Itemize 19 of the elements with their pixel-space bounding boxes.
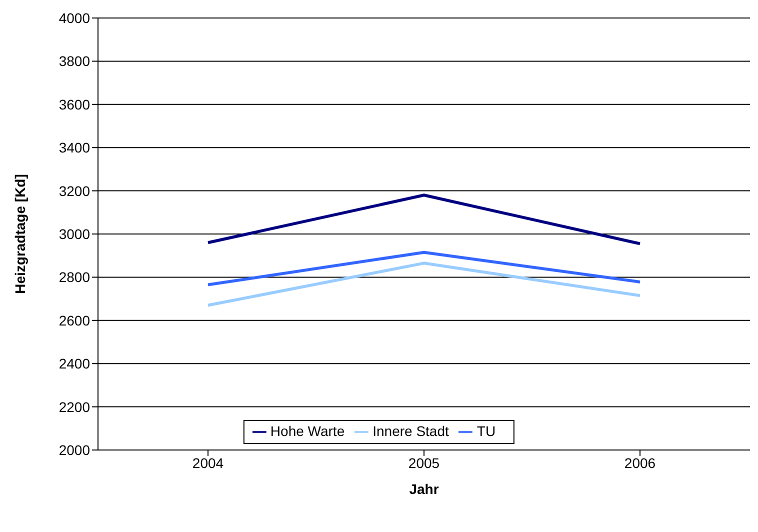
x-axis-title: Jahr: [409, 481, 440, 497]
x-tick-label: 2004: [192, 454, 224, 471]
legend-label: TU: [476, 423, 496, 439]
y-tick-label: 3200: [58, 182, 90, 199]
x-tick-label: 2006: [624, 454, 656, 471]
y-tick-label: 3000: [58, 226, 90, 242]
y-axis-title: Heizgradtage [Kd]: [12, 174, 28, 294]
y-tick-label: 2000: [58, 442, 90, 458]
x-tick-label: 2005: [408, 454, 440, 471]
y-tick-label: 4000: [58, 10, 90, 26]
y-tick-label: 3800: [58, 53, 90, 70]
y-tick-label: 2200: [58, 398, 90, 415]
legend-label: Innere Stadt: [372, 423, 449, 439]
legend-label: Hohe Warte: [270, 423, 345, 439]
y-tick-label: 2800: [58, 269, 90, 286]
y-tick-label: 2400: [58, 356, 90, 372]
y-tick-label: 3600: [58, 96, 90, 112]
y-tick-label: 2600: [58, 312, 90, 328]
y-tick-label: 3400: [58, 140, 90, 156]
